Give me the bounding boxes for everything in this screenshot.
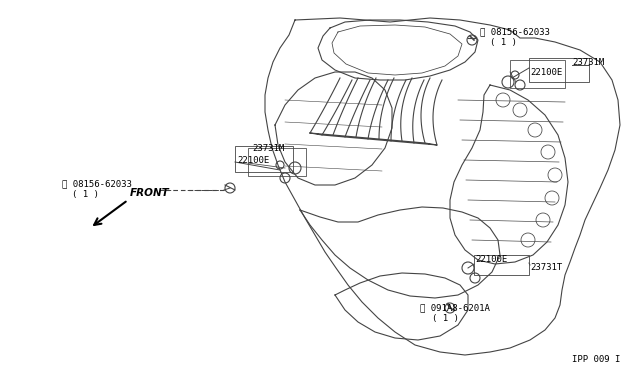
Text: Ⓑ 08156-62033: Ⓑ 08156-62033	[62, 180, 132, 189]
Bar	[235, 146, 293, 172]
Text: Ⓑ 091A8-6201A: Ⓑ 091A8-6201A	[420, 304, 490, 312]
Text: 22100E: 22100E	[237, 155, 269, 164]
Bar	[510, 60, 565, 88]
Text: FRONT: FRONT	[130, 188, 170, 198]
Text: IPP 009 I: IPP 009 I	[572, 356, 620, 365]
Text: 23731M: 23731M	[252, 144, 284, 153]
Text: Ⓑ 08156-62033: Ⓑ 08156-62033	[480, 28, 550, 36]
Text: 23731T: 23731T	[530, 263, 563, 273]
Text: ( 1 ): ( 1 )	[432, 314, 459, 323]
Bar	[529, 58, 589, 82]
Text: ( 1 ): ( 1 )	[72, 189, 99, 199]
Text: ( 1 ): ( 1 )	[490, 38, 517, 46]
Bar	[474, 255, 529, 275]
Text: 23731M: 23731M	[572, 58, 604, 67]
Text: 22100E: 22100E	[475, 256, 508, 264]
Text: 22100E: 22100E	[530, 67, 563, 77]
Bar	[248, 148, 306, 176]
